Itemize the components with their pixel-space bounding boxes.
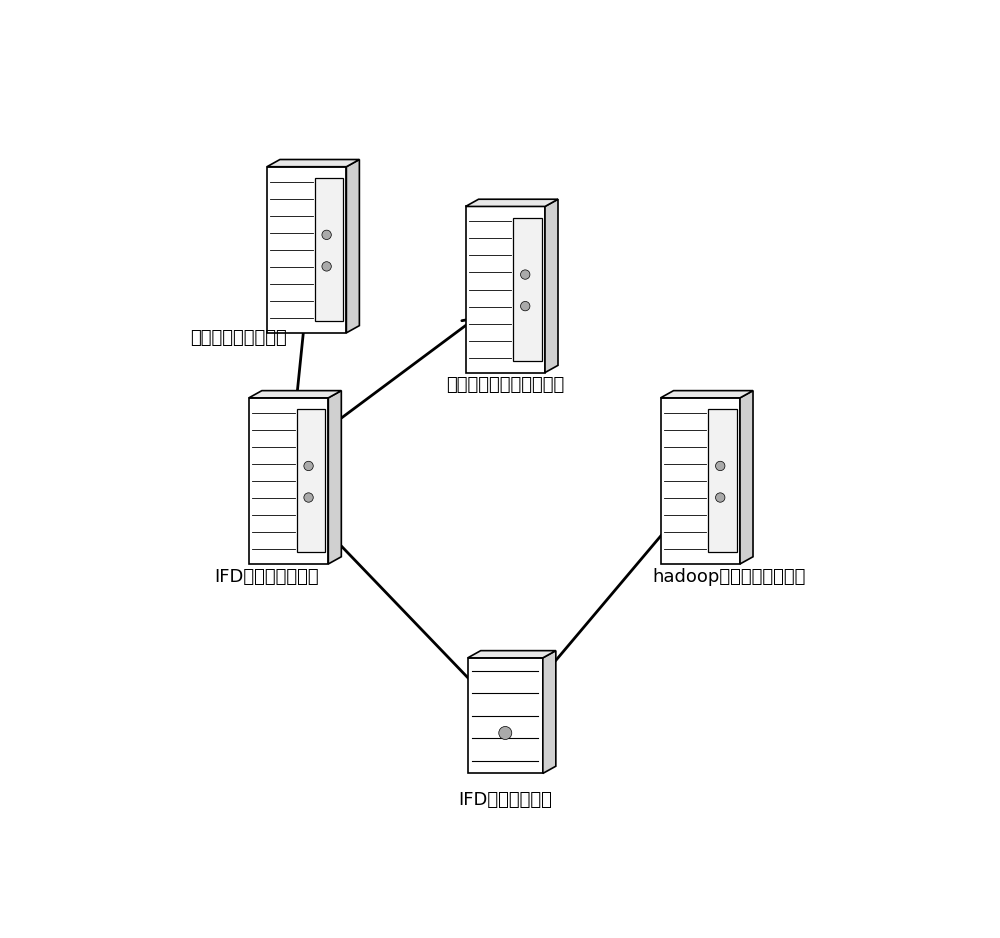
Text: hadoop分布式服务器集群: hadoop分布式服务器集群	[652, 567, 806, 585]
Polygon shape	[543, 651, 556, 774]
Text: IFD实时服务器集群: IFD实时服务器集群	[215, 567, 319, 585]
Circle shape	[521, 301, 530, 310]
Circle shape	[499, 727, 512, 739]
Text: 违规商品处理服务器集群: 违规商品处理服务器集群	[446, 376, 564, 394]
Polygon shape	[661, 398, 740, 564]
Polygon shape	[249, 390, 341, 398]
Text: 商品发布服务器集群: 商品发布服务器集群	[190, 329, 286, 347]
Polygon shape	[466, 199, 558, 206]
Circle shape	[716, 492, 725, 502]
Circle shape	[304, 492, 313, 502]
Circle shape	[304, 461, 313, 471]
Circle shape	[322, 262, 331, 271]
Polygon shape	[267, 167, 346, 333]
Polygon shape	[346, 159, 359, 333]
Text: IFD任务调度系统: IFD任务调度系统	[458, 792, 552, 809]
Polygon shape	[708, 410, 737, 552]
Polygon shape	[740, 390, 753, 564]
Polygon shape	[249, 398, 328, 564]
Polygon shape	[297, 410, 325, 552]
Circle shape	[716, 461, 725, 471]
Polygon shape	[545, 199, 558, 372]
Polygon shape	[328, 390, 341, 564]
Polygon shape	[267, 159, 359, 167]
Polygon shape	[661, 390, 753, 398]
Polygon shape	[315, 178, 343, 321]
Polygon shape	[468, 658, 543, 774]
Circle shape	[322, 230, 331, 239]
Polygon shape	[468, 651, 556, 658]
Circle shape	[521, 270, 530, 280]
Polygon shape	[513, 218, 542, 361]
Polygon shape	[466, 206, 545, 372]
